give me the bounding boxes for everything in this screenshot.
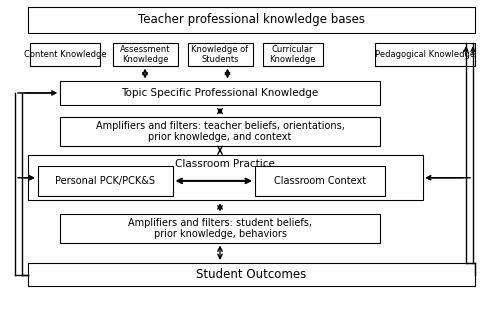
Text: Content Knowledge: Content Knowledge (24, 50, 106, 59)
Bar (60, 214, 380, 243)
Text: Amplifiers and filters: student beliefs,
prior knowledge, behaviors: Amplifiers and filters: student beliefs,… (128, 218, 312, 239)
Bar (28, 7, 475, 33)
Bar (262, 43, 322, 66)
Bar (112, 43, 178, 66)
Bar (38, 166, 172, 196)
Text: Classroom Context: Classroom Context (274, 176, 366, 186)
Bar (28, 263, 475, 286)
Text: Classroom Practice: Classroom Practice (175, 159, 275, 169)
Bar (188, 43, 252, 66)
Bar (60, 81, 380, 105)
Text: Personal PCK/PCK&S: Personal PCK/PCK&S (55, 176, 155, 186)
Bar (28, 155, 422, 200)
Bar (375, 43, 475, 66)
Bar (30, 43, 100, 66)
Bar (255, 166, 385, 196)
Text: Student Outcomes: Student Outcomes (196, 268, 306, 281)
Text: Topic Specific Professional Knowledge: Topic Specific Professional Knowledge (122, 88, 318, 98)
Text: Teacher professional knowledge bases: Teacher professional knowledge bases (138, 13, 365, 26)
Text: Pedagogical Knowledge: Pedagogical Knowledge (375, 50, 475, 59)
Text: Curricular
Knowledge: Curricular Knowledge (269, 45, 316, 64)
Text: Amplifiers and filters: teacher beliefs, orientations,
prior knowledge, and cont: Amplifiers and filters: teacher beliefs,… (96, 121, 344, 142)
Text: Assessment
Knowledge: Assessment Knowledge (120, 45, 170, 64)
Text: Knowledge of
Students: Knowledge of Students (192, 45, 248, 64)
Bar (60, 117, 380, 146)
